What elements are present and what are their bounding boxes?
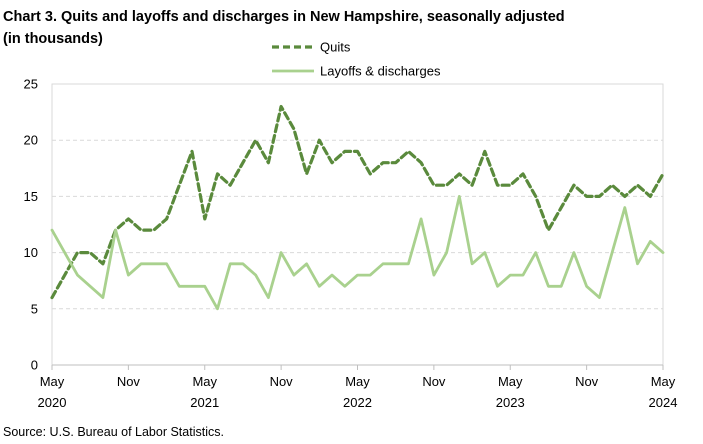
x-tick-year-2: 2021 <box>190 395 219 410</box>
plot-frame <box>51 83 664 366</box>
x-tick-label-1: Nov <box>117 374 141 389</box>
y-tick-label-20: 20 <box>24 133 38 148</box>
y-tick-label-25: 25 <box>24 77 38 92</box>
legend-label-quits: Quits <box>320 40 351 55</box>
y-axis: 0 5 10 15 20 25 <box>24 77 38 373</box>
x-tick-year-0: 2020 <box>38 395 67 410</box>
x-tick-label-5: Nov <box>422 374 446 389</box>
x-tick-label-3: Nov <box>270 374 294 389</box>
x-axis: May 2020 Nov May 2021 Nov May 2022 Nov May 2023 Nov… <box>38 364 678 410</box>
x-tick-year-6: 2023 <box>496 395 525 410</box>
series-line-quits <box>50 104 665 300</box>
plot-area-border <box>51 83 664 366</box>
chart-title-line-2: (in thousands) <box>3 31 103 47</box>
gridlines <box>52 83 663 310</box>
y-tick-label-0: 0 <box>31 358 38 373</box>
chart-title-line-1: Chart 3. Quits and layoffs and discharge… <box>3 9 565 25</box>
legend: Quits Layoffs & discharges <box>272 40 441 79</box>
x-tick-label-7: Nov <box>575 374 599 389</box>
y-tick-label-5: 5 <box>31 301 38 316</box>
x-tick-label-6: May <box>498 374 523 389</box>
x-tick-year-8: 2024 <box>649 395 678 410</box>
y-tick-label-15: 15 <box>24 189 38 204</box>
series-line-layoffs-discharges <box>50 194 665 311</box>
source-note: Source: U.S. Bureau of Labor Statistics. <box>3 425 224 439</box>
x-tick-label-8: May <box>651 374 676 389</box>
x-tick-label-0: May <box>40 374 65 389</box>
legend-label-layoffs-discharges: Layoffs & discharges <box>320 64 441 79</box>
y-tick-label-10: 10 <box>24 245 38 260</box>
x-tick-label-4: May <box>345 374 370 389</box>
series-group <box>50 104 665 311</box>
chart-title: Chart 3. Quits and layoffs and discharge… <box>3 6 693 50</box>
x-tick-year-4: 2022 <box>343 395 372 410</box>
x-tick-label-2: May <box>192 374 217 389</box>
